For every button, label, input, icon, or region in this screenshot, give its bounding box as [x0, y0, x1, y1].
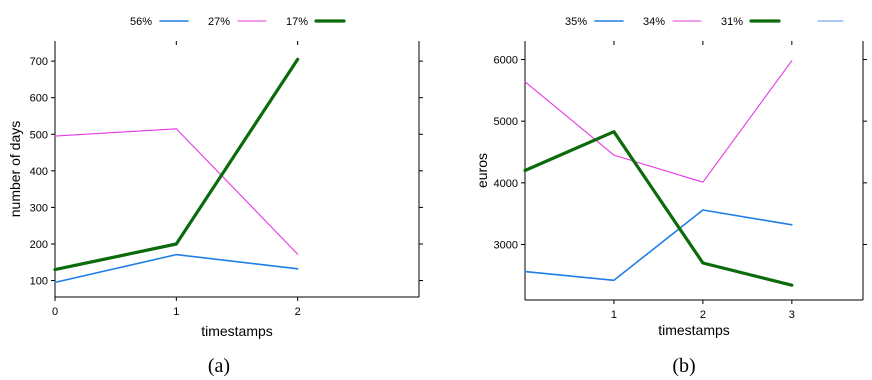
legend-label: 27% — [208, 16, 230, 28]
legend-label: 56% — [130, 16, 152, 28]
legend-label: 31% — [721, 16, 743, 28]
x-tick-label: 3 — [789, 309, 795, 321]
x-tick-label: 2 — [295, 306, 301, 318]
x-tick-label: 0 — [52, 306, 58, 318]
legend-label: 35% — [565, 16, 587, 28]
y-tick-label: 400 — [30, 166, 48, 178]
series-line-3 — [523, 130, 794, 287]
y-tick-label: 500 — [30, 129, 48, 141]
y-tick-label: 300 — [30, 202, 48, 214]
legend-label: 17% — [286, 16, 308, 28]
panel-caption: (b) — [672, 355, 695, 377]
series-line-1 — [54, 253, 299, 284]
y-tick-label: 4000 — [494, 178, 518, 190]
x-tick-label: 2 — [700, 309, 706, 321]
panel-a: 100 200 300 400 500 600 700 0 1 2 56% 27% 17% timesta… — [7, 16, 423, 377]
x-axis-label: timestamps — [658, 322, 730, 338]
panel-caption: (a) — [208, 355, 230, 377]
y-tick-label: 100 — [30, 276, 48, 288]
y-tick-label: 700 — [30, 56, 48, 68]
x-tick-label: 1 — [611, 309, 617, 321]
panel-b: 3000 4000 5000 6000 1 2 3 35% 34% 31% timestamps eu… — [474, 16, 867, 377]
y-axis-label: euros — [474, 153, 490, 188]
series-line-1 — [524, 209, 793, 282]
x-tick-label: 1 — [173, 306, 179, 318]
y-tick-label: 6000 — [494, 55, 518, 67]
series-line-3 — [53, 57, 300, 272]
series-line-2 — [54, 128, 299, 255]
y-tick-label: 5000 — [494, 116, 518, 128]
series-line-2 — [524, 60, 793, 183]
y-tick-label: 600 — [30, 93, 48, 105]
x-axis-label: timestamps — [201, 323, 273, 339]
legend-label: 34% — [643, 16, 665, 28]
y-tick-label: 200 — [30, 239, 48, 251]
y-tick-label: 3000 — [494, 240, 518, 252]
y-axis-label: number of days — [7, 121, 23, 218]
